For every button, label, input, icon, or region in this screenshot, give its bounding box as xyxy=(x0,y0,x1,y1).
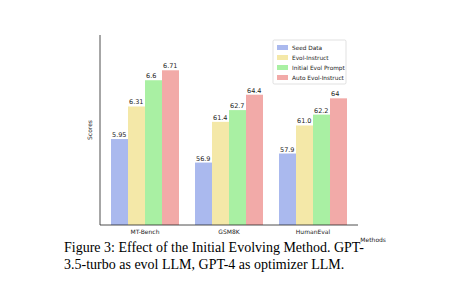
legend-label: Seed Data xyxy=(292,45,323,51)
data-label: 6.71 xyxy=(163,62,177,70)
legend: Seed Data Evol-Instruct Initial Evol Promp… xyxy=(273,40,346,84)
y-axis-label: Scores xyxy=(86,120,93,140)
bars xyxy=(111,70,347,225)
data-label: 6.6 xyxy=(146,72,156,80)
caption: 3.5-turbo as evol LLM, GPT-4 as optimize… xyxy=(64,257,344,272)
category-label: MT-Bench xyxy=(131,228,160,235)
data-label: 62.7 xyxy=(230,102,244,110)
bar xyxy=(111,139,128,225)
legend-swatch xyxy=(277,75,288,80)
data-label: 61.4 xyxy=(213,114,227,122)
legend-swatch xyxy=(277,55,288,60)
legend-label: Auto Evol-Instruct xyxy=(292,75,345,81)
category-label: HumanEval xyxy=(296,228,331,235)
bar xyxy=(145,80,162,225)
data-label: 57.9 xyxy=(280,146,294,154)
legend-label: Evol-Instruct xyxy=(292,55,329,61)
bar xyxy=(296,125,313,225)
legend-box xyxy=(273,40,346,84)
bar xyxy=(212,122,229,225)
bar xyxy=(195,163,212,225)
x-axis-line xyxy=(100,225,358,226)
legend-swatch xyxy=(277,65,288,70)
y-axis-line xyxy=(100,35,101,225)
category-label: GSM8K xyxy=(218,228,240,235)
legend-swatch xyxy=(277,45,288,50)
figure: 5.956.316.66.71MT-BenchScores56.961.462.… xyxy=(0,0,451,305)
legend-label: Initial Evol Prompt xyxy=(292,65,345,72)
bar xyxy=(313,115,330,225)
bar xyxy=(162,70,179,225)
bar xyxy=(330,98,347,225)
caption: Figure 3: Effect of the Initial Evolving… xyxy=(64,240,364,255)
bar xyxy=(229,110,246,225)
data-label: 61.0 xyxy=(297,117,311,125)
bar xyxy=(279,154,296,225)
x-axis-label: Methods xyxy=(360,236,386,243)
texts: 5.956.316.66.71MT-BenchScores56.961.462.… xyxy=(86,62,386,243)
bar xyxy=(128,106,145,225)
data-label: 62.2 xyxy=(314,107,328,115)
data-label: 6.31 xyxy=(129,98,143,106)
data-label: 56.9 xyxy=(196,155,210,163)
data-label: 64 xyxy=(331,90,339,98)
data-label: 5.95 xyxy=(112,131,126,139)
bar xyxy=(246,95,263,225)
data-label: 64.4 xyxy=(247,87,261,95)
